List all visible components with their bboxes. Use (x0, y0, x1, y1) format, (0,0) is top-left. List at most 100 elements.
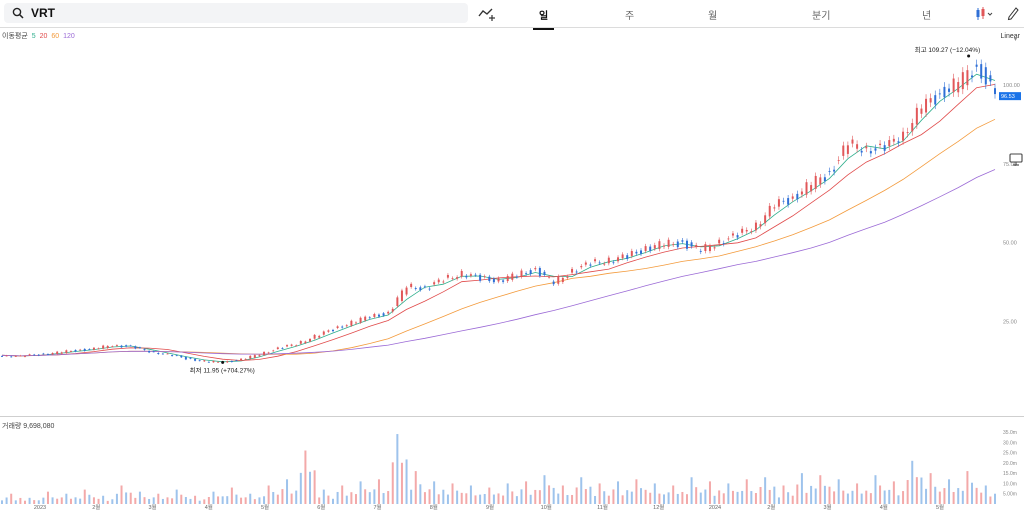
volume-bar (299, 472, 302, 504)
volume-bar (745, 479, 748, 504)
pencil-icon[interactable] (1006, 5, 1020, 21)
volume-bar (676, 493, 679, 504)
tab-month[interactable]: 월 (708, 11, 718, 22)
candle-body (451, 278, 454, 280)
volume-bar (56, 498, 59, 504)
volume-bar (819, 475, 822, 504)
ma-legend-label: 이동평균 (2, 33, 28, 40)
candle-body (217, 361, 220, 363)
volume-bar (492, 494, 495, 504)
candle-body (446, 274, 449, 278)
volume-bar (217, 496, 220, 504)
volume-bar (387, 491, 390, 504)
volume-bar (823, 485, 826, 504)
candle-body (773, 207, 776, 209)
volume-bar (644, 489, 647, 504)
candle-body (175, 355, 178, 357)
volume-axis-label: 30.0m (1003, 440, 1017, 446)
search-icon[interactable] (9, 4, 27, 22)
candle-body (883, 145, 886, 151)
x-axis-label: 2월 (767, 503, 775, 511)
moving-average-legend[interactable]: 이동평균 5 20 60 120 (2, 31, 77, 41)
volume-axis-label: 35.0m (1003, 430, 1017, 436)
tab-day[interactable]: 일 (532, 7, 555, 30)
ma120-label: 120 (63, 33, 75, 40)
volume-bar (276, 494, 279, 504)
candle-body (782, 200, 785, 202)
volume-bar (649, 492, 652, 504)
period-tabs: 일 주 월 분기 년 (510, 0, 970, 30)
volume-bar (111, 499, 114, 504)
candle-body (897, 141, 900, 143)
volume-bar (198, 500, 201, 504)
volume-bar (460, 492, 463, 504)
candle-body (368, 317, 371, 319)
tab-week[interactable]: 주 (625, 11, 635, 22)
candle-body (391, 308, 394, 312)
candle-body (125, 345, 128, 347)
volume-bar (456, 490, 459, 504)
volume-bar (258, 497, 261, 504)
volume-bar (805, 492, 808, 504)
volume-bar (442, 489, 445, 504)
ma60-line (1, 118, 996, 357)
ticker-search-box[interactable]: VRT (4, 3, 468, 23)
volume-bar (731, 490, 734, 504)
volume-bar (856, 483, 859, 504)
volume-bar (879, 485, 882, 504)
candle-body (676, 241, 679, 248)
high-label: 최고 109.27 (−12.04%) (915, 45, 981, 54)
x-axis-label: 2월 (92, 503, 100, 511)
candle-body (750, 231, 753, 233)
volume-bar (971, 482, 974, 504)
y-tick-label: 25.00 (1003, 319, 1017, 325)
candle-body (460, 270, 463, 277)
volume-bar (851, 490, 854, 504)
candle-body (708, 246, 711, 252)
volume-bar (69, 498, 72, 504)
price-chart[interactable]: 100.00 75.00 50.00 25.00 최고 109.27 (−12.04%)… (0, 28, 1024, 513)
drawing-toolbar-icon[interactable] (1009, 153, 1023, 166)
candlestick-icon[interactable] (975, 6, 995, 22)
volume-bar (722, 493, 725, 504)
chevron-down-icon[interactable]: ▾ (1014, 37, 1018, 43)
tab-quarter[interactable]: 분기 (812, 11, 831, 22)
candle-body (920, 108, 923, 114)
volume-bar (14, 500, 17, 504)
tab-year[interactable]: 년 (922, 11, 932, 22)
candle-body (405, 287, 408, 295)
volume-bar (391, 462, 394, 504)
volume-bar (966, 471, 969, 504)
volume-bar (437, 494, 440, 504)
x-axis-label: 8월 (430, 503, 438, 511)
line-chart-add-icon[interactable] (478, 4, 496, 22)
volume-bar (869, 493, 872, 504)
ticker-symbol[interactable]: VRT (31, 6, 55, 20)
x-axis-label: 6월 (317, 503, 325, 511)
candle-body (741, 228, 744, 233)
scale-mode-toggle[interactable]: Linear (1000, 33, 1020, 40)
x-axis-label: 9월 (486, 503, 494, 511)
candle-body (83, 348, 86, 351)
pane-divider[interactable] (0, 416, 1024, 417)
volume-bar (566, 495, 569, 504)
candle-body (171, 355, 174, 357)
candle-body (557, 276, 560, 284)
candle-body (299, 341, 302, 344)
candle-body (681, 240, 684, 242)
top-bar: VRT 일 주 월 분기 년 (0, 0, 1024, 30)
candle-body (938, 93, 941, 95)
volume-bar (506, 483, 509, 504)
candle-body (800, 191, 803, 195)
volume-bar (226, 496, 229, 504)
volume-bar (488, 487, 491, 504)
candle-body (198, 360, 201, 362)
candle-body (69, 351, 72, 352)
candle-body (957, 82, 960, 93)
volume-bar (313, 470, 316, 504)
volume-bar (359, 481, 362, 504)
candle-body (548, 276, 551, 278)
candle-body (230, 361, 233, 362)
volume-bar (915, 477, 918, 504)
candle-body (336, 326, 339, 329)
